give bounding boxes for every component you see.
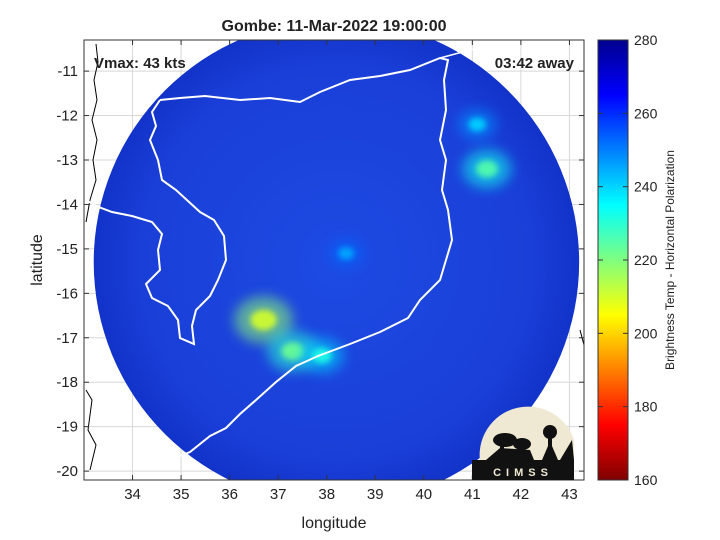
- x-tick-label: 42: [513, 486, 530, 503]
- x-tick-label: 41: [464, 486, 481, 503]
- colorbar-tick-label: 160: [634, 472, 658, 488]
- logo-band: [472, 460, 574, 480]
- colorbar-tick-label: 200: [634, 325, 658, 341]
- y-tick-label: -20: [56, 463, 78, 480]
- storm-feature-core: [281, 342, 305, 360]
- coastline: [159, 56, 454, 461]
- chart-title: Gombe: 11-Mar-2022 19:00:00: [222, 18, 447, 35]
- colorbar-tick-label: 220: [634, 252, 658, 268]
- colorbar-ticks: 160 180 200 220 240 260 280: [598, 32, 658, 488]
- y-tick-label: -18: [56, 374, 78, 391]
- storm-feature-core: [475, 160, 498, 178]
- border-malawi: [85, 99, 228, 346]
- x-tick-label: 38: [318, 486, 335, 503]
- y-tick-label: -11: [57, 63, 78, 80]
- y-tick-label: -14: [56, 196, 78, 213]
- colorbar-tick-label: 240: [634, 179, 658, 195]
- colorbar-tick-label: 180: [634, 399, 658, 415]
- y-tick-label: -12: [56, 108, 78, 125]
- storm-feature-core: [250, 309, 277, 331]
- x-tick-label: 36: [221, 486, 238, 503]
- x-axis-label: longitude: [302, 515, 367, 532]
- x-tick-label: 43: [561, 486, 578, 503]
- y-tick-label: -16: [56, 285, 78, 302]
- colorbar-tick-label: 260: [634, 105, 658, 121]
- water-tower-icon: [542, 425, 574, 460]
- storm-feature-core: [338, 247, 355, 260]
- x-tick-label: 39: [367, 486, 384, 503]
- y-tick-labels: -11 -12 -13 -14 -15 -16 -17 -18 -19 -20: [56, 63, 78, 480]
- x-tick-label: 34: [124, 486, 141, 503]
- ticks: [84, 40, 584, 480]
- colorbar-label: Brightness Temp - Horizontal Polarizatio…: [663, 150, 677, 370]
- x-tick-labels: 34 35 36 37 38 39 40 41 42 43: [124, 486, 578, 503]
- x-tick-label: 40: [415, 486, 432, 503]
- y-tick-label: -15: [56, 241, 78, 258]
- y-tick-label: -13: [56, 152, 78, 169]
- y-tick-label: -17: [56, 330, 78, 347]
- logo-text: CIMSS: [493, 467, 553, 479]
- satellite-dish-icon: [486, 433, 534, 460]
- plot-frame: [83, 39, 585, 481]
- time-away-annotation: 03:42 away: [495, 55, 575, 72]
- x-tick-label: 35: [173, 486, 190, 503]
- cimss-logo: CIMSS: [472, 406, 574, 480]
- storm-feature-core: [468, 117, 486, 132]
- colorbar-tick-label: 280: [634, 32, 658, 48]
- x-tick-label: 37: [270, 486, 287, 503]
- vmax-annotation: Vmax: 43 kts: [94, 55, 186, 72]
- y-axis-label: latitude: [29, 234, 46, 286]
- border-north: [439, 43, 501, 59]
- y-tick-label: -19: [56, 419, 78, 436]
- swath: [85, 40, 580, 480]
